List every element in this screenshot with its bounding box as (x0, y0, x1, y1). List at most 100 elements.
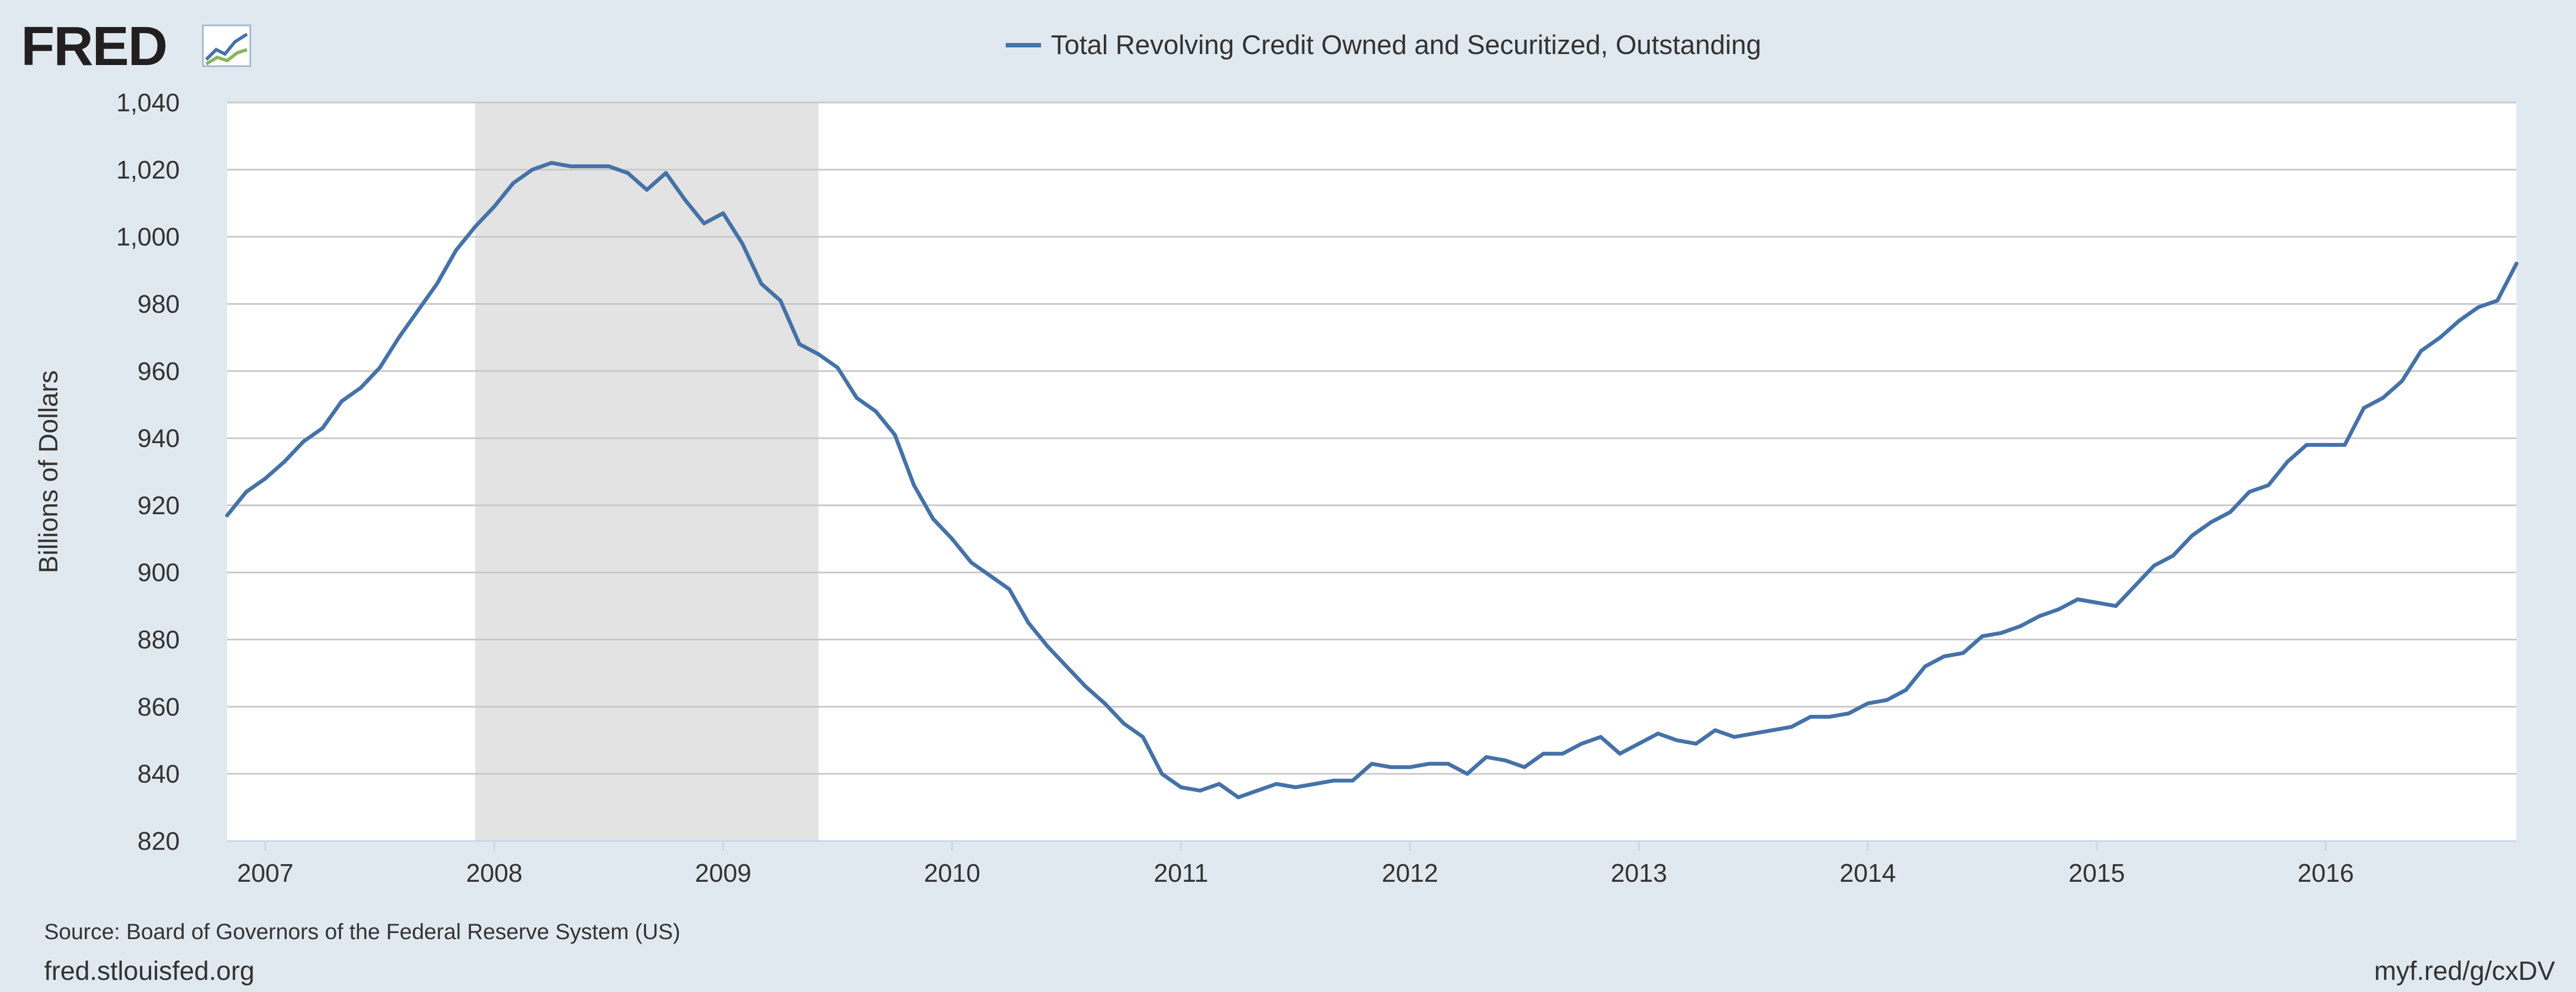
data-point[interactable] (1103, 701, 1107, 705)
data-point[interactable] (664, 171, 668, 175)
data-point[interactable] (988, 574, 992, 578)
data-point[interactable] (1636, 741, 1641, 746)
data-point[interactable] (378, 365, 382, 370)
data-point[interactable] (1370, 762, 1374, 766)
data-point[interactable] (645, 187, 649, 192)
data-point[interactable] (1770, 728, 1775, 732)
data-point[interactable] (1007, 587, 1012, 591)
data-point[interactable] (1999, 630, 2004, 635)
data-point[interactable] (2266, 483, 2271, 487)
data-point[interactable] (1827, 715, 1832, 719)
data-point[interactable] (2362, 406, 2366, 410)
data-point[interactable] (1789, 725, 1794, 729)
data-point[interactable] (1026, 621, 1031, 625)
fred-logo[interactable]: FRED (21, 15, 251, 77)
data-point[interactable] (301, 439, 305, 444)
data-point[interactable] (607, 164, 611, 169)
data-point[interactable] (1312, 781, 1317, 786)
data-point[interactable] (358, 386, 363, 390)
data-point[interactable] (1885, 698, 1889, 702)
data-point[interactable] (721, 211, 726, 215)
data-point[interactable] (950, 537, 954, 541)
data-point[interactable] (1045, 644, 1050, 649)
data-point[interactable] (740, 241, 744, 246)
data-point[interactable] (1236, 795, 1241, 800)
data-point[interactable] (416, 309, 420, 313)
data-point[interactable] (1732, 735, 1736, 739)
data-point[interactable] (2171, 553, 2175, 558)
short-link[interactable]: myf.red/g/cxDV (2374, 957, 2555, 986)
data-point[interactable] (2400, 379, 2404, 384)
data-point[interactable] (2476, 305, 2481, 310)
data-point[interactable] (626, 171, 630, 175)
data-point[interactable] (225, 513, 229, 517)
data-point[interactable] (2133, 584, 2137, 588)
data-point[interactable] (2057, 607, 2061, 612)
data-point[interactable] (1751, 731, 1756, 736)
data-point[interactable] (1942, 654, 1946, 659)
data-point[interactable] (797, 342, 802, 347)
data-point[interactable] (1580, 741, 1584, 746)
data-point[interactable] (435, 282, 439, 286)
data-point[interactable] (1446, 762, 1450, 766)
data-point[interactable] (2152, 564, 2156, 568)
data-point[interactable] (282, 460, 287, 464)
data-point[interactable] (1904, 688, 1908, 692)
data-point[interactable] (2228, 510, 2232, 514)
data-point[interactable] (2209, 520, 2213, 524)
data-point[interactable] (969, 560, 973, 564)
data-point[interactable] (759, 282, 764, 286)
data-point[interactable] (2495, 298, 2499, 303)
data-point[interactable] (817, 352, 821, 357)
data-point[interactable] (2343, 443, 2347, 447)
data-point[interactable] (931, 516, 935, 521)
data-point[interactable] (1598, 735, 1603, 739)
data-point[interactable] (2514, 261, 2519, 266)
data-point[interactable] (1618, 752, 1622, 756)
data-point[interactable] (2438, 335, 2443, 339)
data-point[interactable] (1408, 765, 1412, 769)
data-point[interactable] (1675, 738, 1679, 742)
data-point[interactable] (1961, 651, 1966, 655)
data-point[interactable] (396, 335, 401, 339)
data-point[interactable] (1808, 715, 1813, 719)
data-point[interactable] (1980, 634, 1984, 638)
data-point[interactable] (2095, 601, 2099, 605)
data-point[interactable] (1427, 762, 1431, 766)
data-point[interactable] (1141, 735, 1145, 739)
data-point[interactable] (320, 426, 325, 430)
data-point[interactable] (1503, 758, 1507, 763)
data-point[interactable] (1484, 755, 1489, 759)
data-point[interactable] (1560, 752, 1565, 756)
data-point[interactable] (2037, 614, 2042, 618)
data-point[interactable] (530, 168, 535, 172)
data-point[interactable] (568, 164, 573, 169)
data-point[interactable] (492, 204, 496, 209)
data-point[interactable] (912, 483, 916, 487)
data-point[interactable] (473, 224, 477, 229)
data-point[interactable] (2381, 396, 2385, 400)
data-point[interactable] (454, 248, 458, 252)
data-point[interactable] (1274, 781, 1279, 786)
data-point[interactable] (340, 399, 344, 403)
data-point[interactable] (1694, 741, 1698, 746)
data-point[interactable] (1389, 765, 1393, 769)
data-point[interactable] (2247, 490, 2252, 494)
data-point[interactable] (2190, 533, 2194, 538)
data-point[interactable] (1847, 711, 1851, 716)
data-point[interactable] (1064, 664, 1069, 668)
data-point[interactable] (1866, 701, 1870, 705)
data-point[interactable] (1217, 781, 1221, 786)
data-point[interactable] (1255, 789, 1259, 793)
data-point[interactable] (1541, 752, 1545, 756)
data-point[interactable] (2075, 597, 2080, 601)
data-point[interactable] (511, 181, 516, 185)
data-point[interactable] (1350, 778, 1355, 783)
data-point[interactable] (2419, 349, 2423, 353)
data-point[interactable] (2113, 604, 2118, 608)
data-point[interactable] (2323, 443, 2328, 447)
data-point[interactable] (835, 365, 840, 370)
data-point[interactable] (1923, 664, 1927, 668)
data-point[interactable] (1656, 731, 1660, 736)
data-point[interactable] (1179, 785, 1183, 790)
